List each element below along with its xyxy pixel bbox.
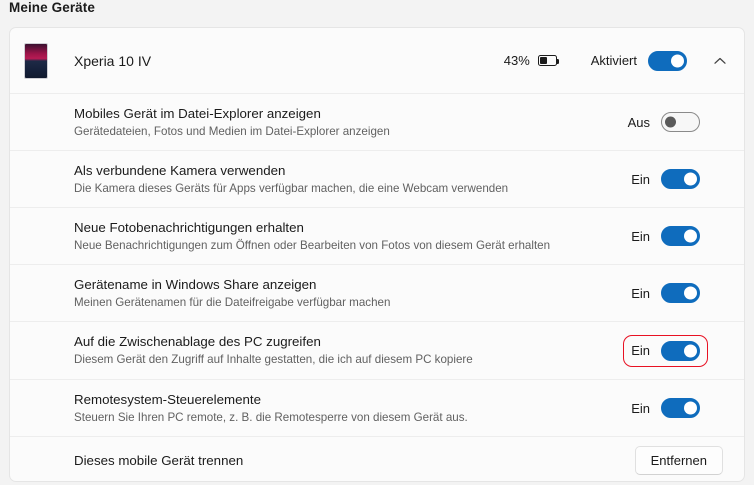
setting-row-clipboard-access[interactable]: Auf die Zwischenablage des PC zugreifen … [10, 322, 744, 380]
setting-row-photo-notifications[interactable]: Neue Fotobenachrichtigungen erhalten Neu… [10, 208, 744, 265]
remove-device-button[interactable]: Entfernen [634, 446, 723, 475]
setting-title: Als verbundene Kamera verwenden [74, 162, 286, 178]
disconnect-label: Dieses mobile Gerät trennen [74, 453, 244, 468]
setting-toggle[interactable] [661, 112, 700, 132]
setting-title: Remotesystem-Steuerelemente [74, 391, 261, 407]
toggle-knob [684, 401, 697, 415]
setting-description: Neue Benachrichtigungen zum Öffnen oder … [74, 238, 551, 252]
setting-texts: Als verbundene Kamera verwenden Die Kame… [74, 162, 623, 197]
setting-control-group-highlighted: Ein [623, 334, 708, 367]
toggle-knob [665, 116, 676, 128]
toggle-knob [684, 344, 697, 357]
setting-texts: Gerätename in Windows Share anzeigen Mei… [74, 276, 623, 311]
chevron-up-icon [714, 57, 726, 64]
toggle-knob [684, 172, 697, 186]
setting-description: Diesem Gerät den Zugriff auf Inhalte ges… [74, 353, 473, 366]
setting-toggle[interactable] [661, 169, 700, 189]
setting-row-windows-share[interactable]: Gerätename in Windows Share anzeigen Mei… [10, 265, 744, 322]
setting-control-group: Ein [623, 277, 708, 309]
battery-icon [537, 55, 560, 66]
setting-texts: Mobiles Gerät im Datei-Explorer anzeigen… [74, 105, 620, 140]
setting-description: Steuern Sie Ihren PC remote, z. B. die R… [74, 410, 468, 424]
setting-title: Neue Fotobenachrichtigungen erhalten [74, 219, 304, 235]
phone-wallpaper-thumbnail-icon [24, 42, 48, 79]
setting-texts: Remotesystem-Steuerelemente Steuern Sie … [74, 391, 623, 426]
setting-state-label: Aus [627, 114, 650, 130]
collapse-device-button[interactable] [705, 46, 735, 76]
setting-state-label: Ein [631, 400, 650, 416]
setting-state-label: Ein [631, 228, 650, 244]
setting-texts: Auf die Zwischenablage des PC zugreifen … [74, 333, 623, 368]
device-status-label: Aktiviert [590, 53, 637, 68]
setting-control-group: Ein [623, 392, 708, 424]
setting-texts: Neue Fotobenachrichtigungen erhalten Neu… [74, 219, 623, 254]
setting-control-group: Ein [623, 220, 708, 252]
setting-description: Gerätedateien, Fotos und Medien im Datei… [74, 124, 390, 138]
battery-percent-label: 43% [503, 53, 530, 68]
setting-toggle[interactable] [661, 283, 700, 303]
setting-control-group: Aus [620, 106, 708, 138]
setting-row-file-explorer[interactable]: Mobiles Gerät im Datei-Explorer anzeigen… [10, 94, 744, 151]
setting-description: Die Kamera dieses Geräts für Apps verfüg… [74, 181, 509, 195]
toggle-knob [684, 286, 697, 300]
device-card: Xperia 10 IV 43% Aktiviert Mobiles Gerät… [9, 27, 745, 482]
setting-toggle[interactable] [661, 398, 700, 418]
disconnect-device-row: Dieses mobile Gerät trennen Entfernen [10, 437, 744, 481]
setting-title: Mobiles Gerät im Datei-Explorer anzeigen [74, 105, 321, 121]
device-name: Xperia 10 IV [74, 52, 152, 69]
toggle-knob [671, 54, 684, 67]
setting-description: Meinen Gerätenamen für die Dateifreigabe… [74, 295, 391, 309]
device-enabled-toggle[interactable] [648, 50, 687, 71]
setting-state-label: Ein [631, 343, 650, 358]
setting-toggle[interactable] [661, 340, 700, 361]
setting-row-remote-system-controls[interactable]: Remotesystem-Steuerelemente Steuern Sie … [10, 380, 744, 437]
setting-title: Gerätename in Windows Share anzeigen [74, 276, 317, 292]
setting-toggle[interactable] [661, 226, 700, 246]
setting-title: Auf die Zwischenablage des PC zugreifen [74, 334, 321, 349]
setting-control-group: Ein [623, 163, 708, 195]
page-title: Meine Geräte [9, 0, 95, 15]
setting-row-connected-camera[interactable]: Als verbundene Kamera verwenden Die Kame… [10, 151, 744, 208]
setting-state-label: Ein [631, 171, 650, 187]
battery-status: 43% [503, 53, 560, 68]
device-header-row[interactable]: Xperia 10 IV 43% Aktiviert [10, 28, 744, 94]
toggle-knob [684, 229, 697, 243]
battery-fill [540, 57, 548, 64]
setting-state-label: Ein [631, 285, 650, 301]
